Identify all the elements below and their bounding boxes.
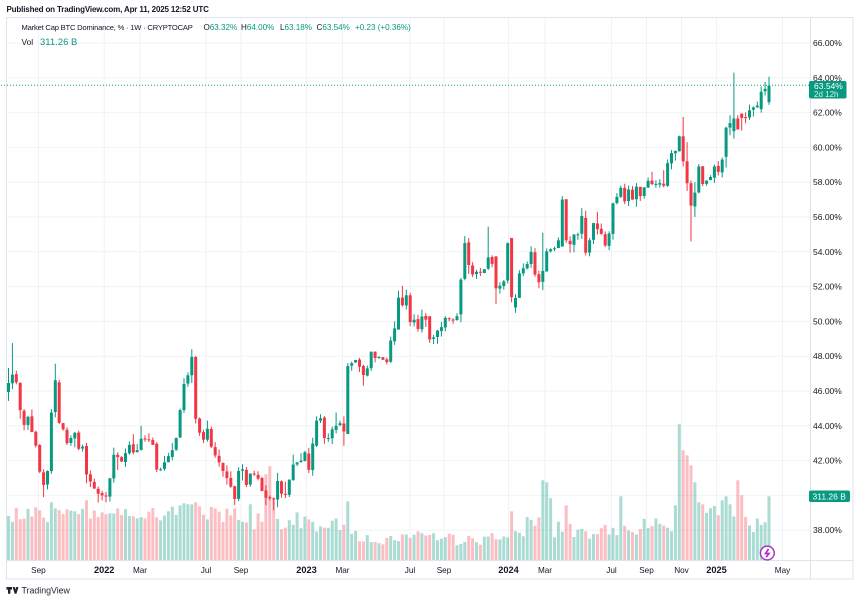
svg-text:2025: 2025 bbox=[706, 565, 726, 575]
svg-text:63.54%: 63.54% bbox=[814, 81, 843, 91]
svg-text:May: May bbox=[775, 566, 791, 575]
svg-text:66.00%: 66.00% bbox=[813, 38, 842, 48]
svg-text:O63.32%: O63.32% bbox=[204, 23, 238, 32]
svg-text:38.00%: 38.00% bbox=[813, 525, 842, 535]
svg-text:62.00%: 62.00% bbox=[813, 108, 842, 118]
svg-text:L63.18%: L63.18% bbox=[280, 23, 312, 32]
svg-text:64.00%: 64.00% bbox=[813, 73, 842, 83]
svg-text:Mar: Mar bbox=[335, 566, 349, 575]
svg-text:Jul: Jul bbox=[201, 566, 212, 575]
svg-text:311.26 B: 311.26 B bbox=[813, 491, 847, 501]
svg-text:52.00%: 52.00% bbox=[813, 282, 842, 292]
svg-text:TradingView: TradingView bbox=[22, 585, 71, 595]
svg-text:Published on TradingView.com,: Published on TradingView.com, Apr 11, 20… bbox=[7, 5, 210, 14]
svg-text:2024: 2024 bbox=[498, 565, 519, 575]
svg-text:Sep: Sep bbox=[234, 566, 249, 575]
svg-text:Jul: Jul bbox=[606, 566, 617, 575]
svg-text:311.26 B: 311.26 B bbox=[40, 37, 77, 48]
svg-text:Sep: Sep bbox=[31, 566, 46, 575]
svg-text:2022: 2022 bbox=[94, 565, 114, 575]
svg-text:44.00%: 44.00% bbox=[813, 421, 842, 431]
svg-text:+0.23 (+0.36%): +0.23 (+0.36%) bbox=[355, 23, 411, 32]
svg-text:Sep: Sep bbox=[437, 566, 452, 575]
svg-text:Market Cap BTC Dominance, % ·: Market Cap BTC Dominance, % · 1W · CRYPT… bbox=[22, 23, 193, 32]
svg-text:C63.54%: C63.54% bbox=[317, 23, 350, 32]
svg-text:2d 12h: 2d 12h bbox=[814, 90, 838, 99]
svg-text:42.00%: 42.00% bbox=[813, 456, 842, 466]
svg-text:Vol: Vol bbox=[22, 37, 34, 47]
svg-text:Nov: Nov bbox=[674, 566, 689, 575]
svg-text:Mar: Mar bbox=[133, 566, 147, 575]
svg-text:Mar: Mar bbox=[538, 566, 552, 575]
svg-text:58.00%: 58.00% bbox=[813, 177, 842, 187]
svg-text:46.00%: 46.00% bbox=[813, 386, 842, 396]
svg-text:48.00%: 48.00% bbox=[813, 351, 842, 361]
svg-text:2023: 2023 bbox=[296, 565, 316, 575]
svg-text:54.00%: 54.00% bbox=[813, 247, 842, 257]
svg-text:Jul: Jul bbox=[405, 566, 416, 575]
svg-text:50.00%: 50.00% bbox=[813, 316, 842, 326]
svg-text:H64.00%: H64.00% bbox=[241, 23, 274, 32]
svg-text:Sep: Sep bbox=[639, 566, 654, 575]
svg-text:60.00%: 60.00% bbox=[813, 142, 842, 152]
svg-text:56.00%: 56.00% bbox=[813, 212, 842, 222]
